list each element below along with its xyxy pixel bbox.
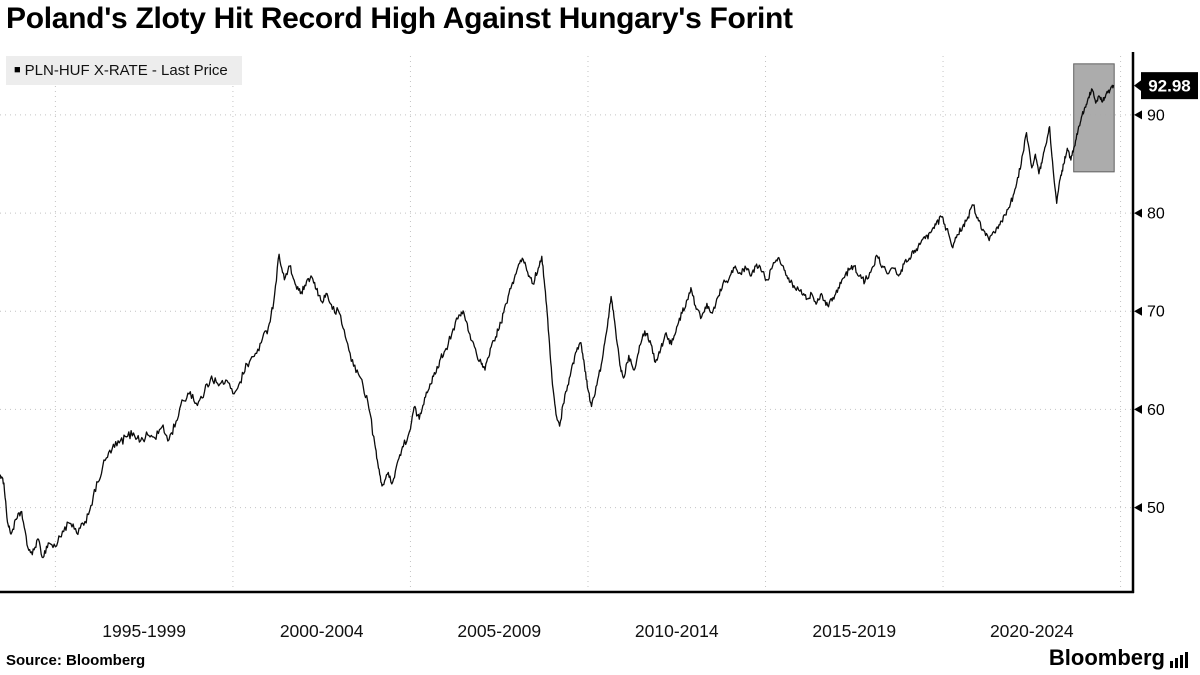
x-tick-label: 2015-2019 xyxy=(812,621,896,641)
y-tick-arrow xyxy=(1134,404,1142,414)
legend-label: PLN-HUF X-RATE - Last Price xyxy=(24,62,228,79)
y-tick-label: 50 xyxy=(1147,500,1165,517)
x-tick-label: 1995-1999 xyxy=(102,621,186,641)
y-tick-arrow xyxy=(1134,503,1142,513)
x-tick-label: 2020-2024 xyxy=(990,621,1074,641)
x-tick-label: 2010-2014 xyxy=(635,621,719,641)
bloomberg-bars-icon xyxy=(1170,651,1188,669)
y-tick-arrow xyxy=(1134,110,1142,120)
y-tick-label: 60 xyxy=(1147,402,1165,419)
bloomberg-wordmark: Bloomberg xyxy=(1048,645,1165,670)
y-tick-label: 70 xyxy=(1147,304,1165,321)
x-tick-label: 2000-2004 xyxy=(280,621,364,641)
price-line-chart: 50 60 70 80 90 92.98 1995-1999 2000-2004 2005-20… xyxy=(0,52,1198,641)
last-price-arrow xyxy=(1134,79,1142,92)
price-line xyxy=(0,84,1115,559)
x-tick-label: 2005-2009 xyxy=(457,621,541,641)
y-tick-arrow xyxy=(1134,208,1142,218)
source-note: Source: Bloomberg xyxy=(6,652,146,669)
chart-title: Poland's Zloty Hit Record High Against H… xyxy=(6,2,793,35)
bloomberg-logo: Bloomberg xyxy=(1049,647,1188,669)
highlight-box xyxy=(1073,63,1115,173)
last-price-label: 92.98 xyxy=(1148,77,1191,96)
legend-marker-icon: ■ xyxy=(14,64,21,76)
last-price-box xyxy=(1141,72,1198,100)
legend: ■ PLN-HUF X-RATE - Last Price xyxy=(6,56,242,85)
y-tick-label: 90 xyxy=(1147,107,1165,124)
y-tick-arrow xyxy=(1134,306,1142,316)
y-tick-label: 80 xyxy=(1147,206,1165,223)
